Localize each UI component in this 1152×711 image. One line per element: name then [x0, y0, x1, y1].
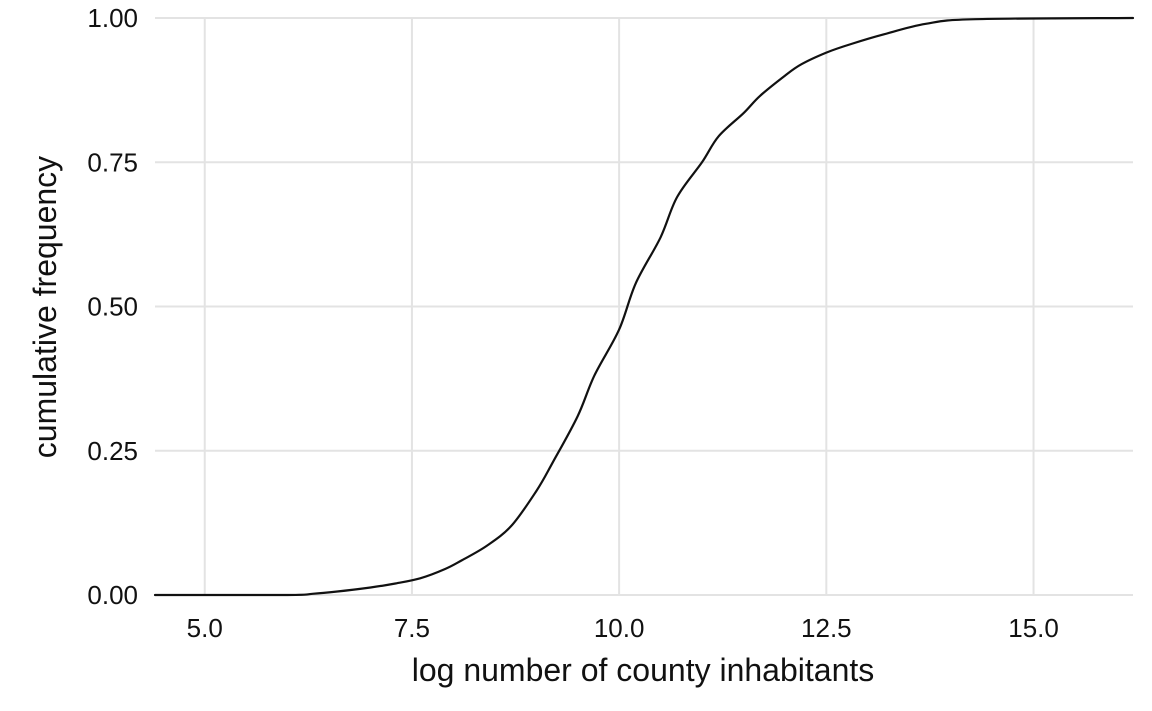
y-tick-label: 0.50 — [87, 292, 138, 322]
x-axis-title: log number of county inhabitants — [412, 652, 875, 688]
plot-area — [153, 16, 1135, 597]
x-axis-tick-labels: 5.0 7.5 10.0 12.5 15.0 — [187, 613, 1059, 643]
grid-lines — [155, 17, 1133, 596]
x-tick-label: 10.0 — [594, 613, 645, 643]
y-axis-tick-labels: 0.00 0.25 0.50 0.75 1.00 — [87, 3, 138, 610]
x-tick-label: 7.5 — [394, 613, 430, 643]
y-axis-title: cumulative frequency — [27, 156, 63, 458]
x-tick-label: 15.0 — [1008, 613, 1059, 643]
y-tick-label: 1.00 — [87, 3, 138, 33]
y-tick-label: 0.75 — [87, 147, 138, 177]
x-tick-label: 12.5 — [801, 613, 852, 643]
y-tick-label: 0.25 — [87, 436, 138, 466]
x-tick-label: 5.0 — [187, 613, 223, 643]
ecdf-line — [153, 16, 1135, 597]
y-tick-label: 0.00 — [87, 580, 138, 610]
